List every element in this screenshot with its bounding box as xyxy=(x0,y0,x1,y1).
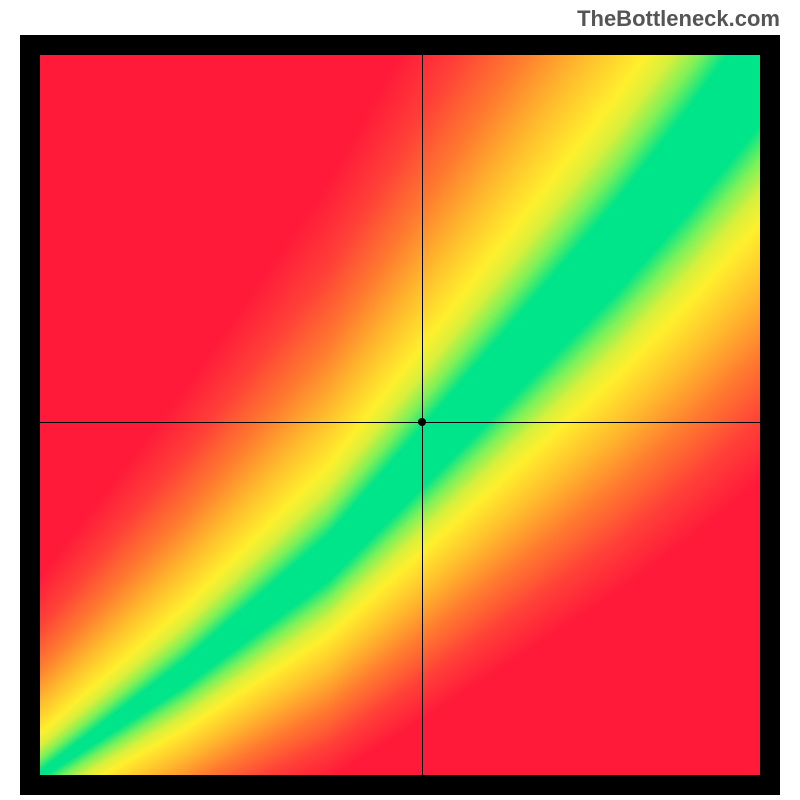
watermark-text: TheBottleneck.com xyxy=(577,6,780,32)
heatmap-plot xyxy=(40,55,760,775)
marker-dot xyxy=(418,418,426,426)
crosshair-vertical xyxy=(422,55,423,775)
heatmap-canvas xyxy=(40,55,760,775)
chart-frame xyxy=(20,35,780,795)
crosshair-horizontal xyxy=(40,422,760,423)
